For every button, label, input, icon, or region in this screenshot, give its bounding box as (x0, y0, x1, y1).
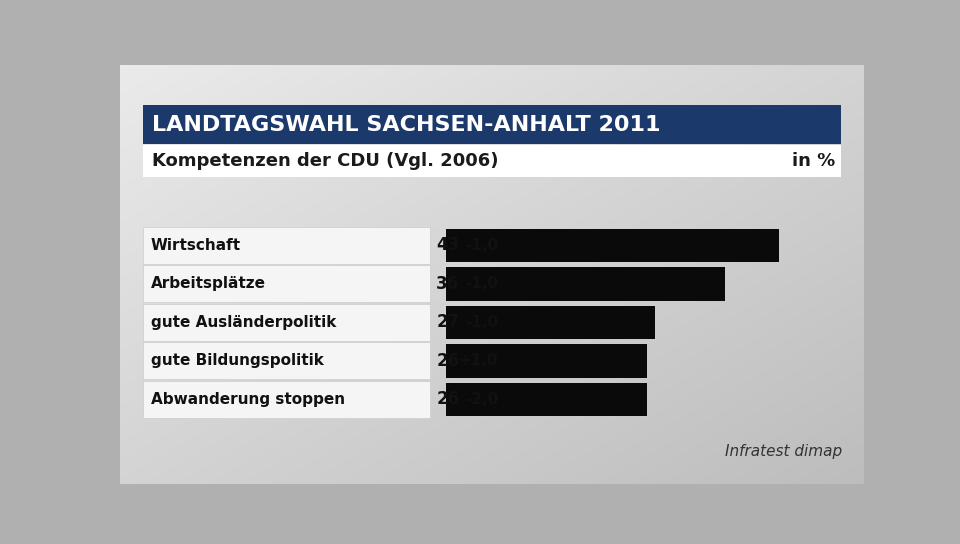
FancyBboxPatch shape (445, 382, 647, 416)
Text: Wirtschaft: Wirtschaft (151, 238, 241, 253)
FancyBboxPatch shape (143, 227, 430, 264)
FancyBboxPatch shape (143, 145, 841, 177)
FancyBboxPatch shape (445, 228, 779, 262)
Text: -1,0: -1,0 (465, 238, 498, 253)
Text: 26: 26 (437, 391, 460, 409)
Text: LANDTAGSWAHL SACHSEN-ANHALT 2011: LANDTAGSWAHL SACHSEN-ANHALT 2011 (153, 115, 660, 134)
Text: +1,0: +1,0 (459, 354, 498, 368)
FancyBboxPatch shape (143, 343, 430, 380)
Text: 43: 43 (436, 237, 460, 255)
Text: -1,0: -1,0 (465, 276, 498, 292)
FancyBboxPatch shape (445, 306, 655, 339)
Text: Kompetenzen der CDU (Vgl. 2006): Kompetenzen der CDU (Vgl. 2006) (153, 152, 498, 170)
Text: Infratest dimap: Infratest dimap (725, 444, 842, 459)
FancyBboxPatch shape (143, 304, 430, 341)
Text: in %: in % (792, 152, 835, 170)
Text: 26: 26 (437, 352, 460, 370)
Text: 36: 36 (437, 275, 460, 293)
Text: Abwanderung stoppen: Abwanderung stoppen (151, 392, 345, 407)
FancyBboxPatch shape (143, 381, 430, 418)
Text: gute Bildungspolitik: gute Bildungspolitik (151, 354, 324, 368)
FancyBboxPatch shape (143, 265, 430, 302)
Text: gute Ausländerpolitik: gute Ausländerpolitik (151, 315, 336, 330)
FancyBboxPatch shape (445, 267, 725, 301)
Text: 27: 27 (436, 313, 460, 331)
Text: Arbeitsplätze: Arbeitsplätze (151, 276, 266, 292)
FancyBboxPatch shape (445, 344, 647, 378)
FancyBboxPatch shape (143, 106, 841, 144)
Text: -2,0: -2,0 (465, 392, 498, 407)
Text: -1,0: -1,0 (465, 315, 498, 330)
